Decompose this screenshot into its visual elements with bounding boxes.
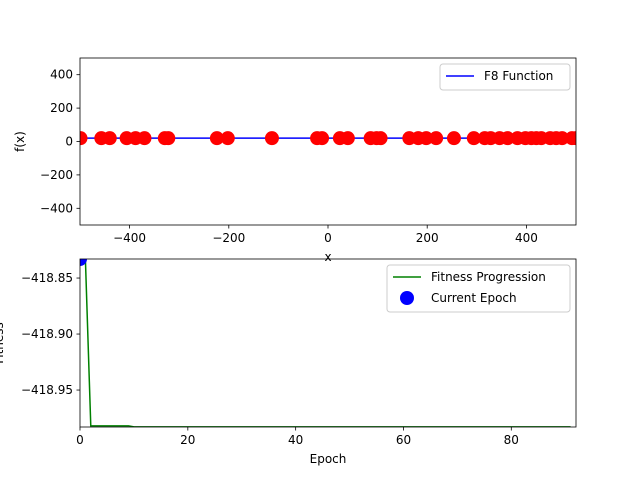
y-tick-label: 0 (65, 135, 73, 149)
data-point (429, 131, 444, 146)
x-tick-label: −200 (212, 231, 245, 245)
data-point (209, 131, 224, 146)
data-point (315, 131, 330, 146)
data-point (80, 131, 88, 146)
data-point (555, 131, 570, 146)
legend-box (439, 63, 571, 91)
data-point (137, 131, 152, 146)
legend-swatch-marker (400, 291, 414, 305)
plot-area (80, 131, 576, 146)
y-tick-label: −418.95 (21, 383, 73, 397)
data-point (419, 131, 434, 146)
data-point (446, 131, 461, 146)
data-point (373, 131, 388, 146)
x-tick-label: 80 (504, 433, 519, 447)
legend-label: Fitness Progression (431, 270, 546, 284)
legend-label: F8 Function (484, 69, 553, 83)
y-tick-label: 200 (50, 101, 73, 115)
y-tick-label: −418.90 (21, 327, 73, 341)
legend-box (386, 264, 571, 313)
chart-panel-2: 0 20 40 60 80 −418.85 −418.90 −418.95 Epoch Fitne… (0, 258, 577, 466)
x-tick-label: 200 (416, 231, 439, 245)
y-axis-label: f(x) (13, 131, 27, 152)
x-axis-label: x (324, 250, 331, 264)
y-tick-label: −418.85 (21, 271, 73, 285)
x-tick-label: 400 (515, 231, 538, 245)
data-point (161, 131, 176, 146)
x-tick-label: 0 (76, 433, 84, 447)
legend-label: Current Epoch (431, 291, 517, 305)
x-axis-label: Epoch (310, 452, 347, 466)
y-tick-label: 400 (50, 68, 73, 82)
data-point (102, 131, 117, 146)
x-tick-label: −400 (113, 231, 146, 245)
x-tick-label: 20 (180, 433, 195, 447)
axes-frame (79, 258, 577, 428)
y-tick-label: −400 (40, 201, 73, 215)
data-point (569, 131, 576, 146)
data-point (466, 131, 481, 146)
y-axis-label: Fitness (0, 322, 6, 364)
y-tick-label: −200 (40, 168, 73, 182)
x-tick-label: 0 (324, 231, 332, 245)
data-point (500, 131, 515, 146)
data-point (220, 131, 235, 146)
x-tick-label: 40 (288, 433, 303, 447)
chart-panel-1: −400 −200 0 200 400 −400 −200 0 200 400 x f(x) F8 Fu… (13, 57, 577, 264)
data-point (264, 131, 279, 146)
x-tick-label: 60 (396, 433, 411, 447)
data-point (340, 131, 355, 146)
legend: Fitness Progression Current Epoch (386, 264, 571, 313)
data-point (80, 259, 87, 266)
legend: F8 Function (439, 63, 571, 91)
